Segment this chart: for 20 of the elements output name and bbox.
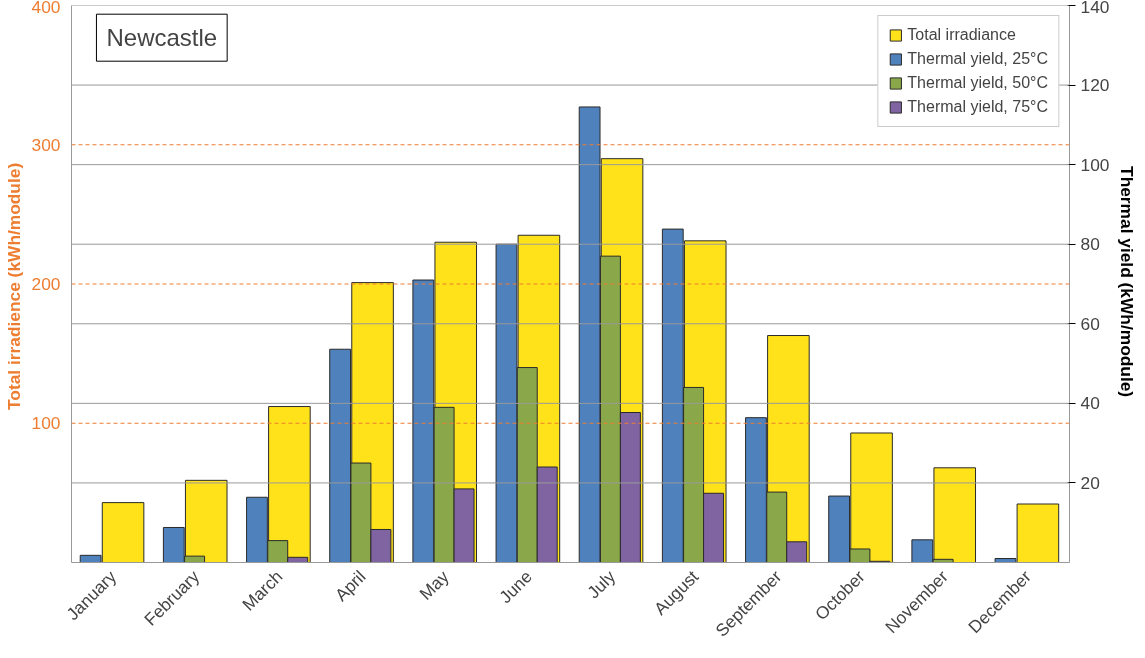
y2-tick-label: 100 xyxy=(1080,154,1110,175)
annotation: Newcastle xyxy=(106,24,218,52)
x-tick-label: July xyxy=(583,566,620,603)
legend-label: Thermal yield, 50°C xyxy=(907,74,1048,92)
legend-label: Thermal yield, 25°C xyxy=(907,50,1048,68)
y2-tick-label: 120 xyxy=(1080,75,1110,96)
y2-tick-label: 40 xyxy=(1080,393,1100,414)
y2-tick-label: 20 xyxy=(1080,472,1100,493)
y-axis-title: Total irradience (kWh/module) xyxy=(3,162,24,410)
x-tick-label: May xyxy=(415,566,454,604)
y-tick-label: 400 xyxy=(31,0,61,17)
y-tick-label: 200 xyxy=(31,274,61,294)
y2-axis-title: Thermal yield (kWh/module) xyxy=(1117,166,1138,398)
legend-label: Total irradiance xyxy=(907,26,1016,44)
y2-tick-label: 140 xyxy=(1080,0,1110,17)
y-tick-label: 300 xyxy=(31,134,61,155)
y2-tick-label: 60 xyxy=(1080,313,1100,334)
y-tick-label: 100 xyxy=(31,413,61,434)
y2-tick-label: 80 xyxy=(1080,234,1100,255)
legend-label: Thermal yield, 75°C xyxy=(907,98,1048,116)
